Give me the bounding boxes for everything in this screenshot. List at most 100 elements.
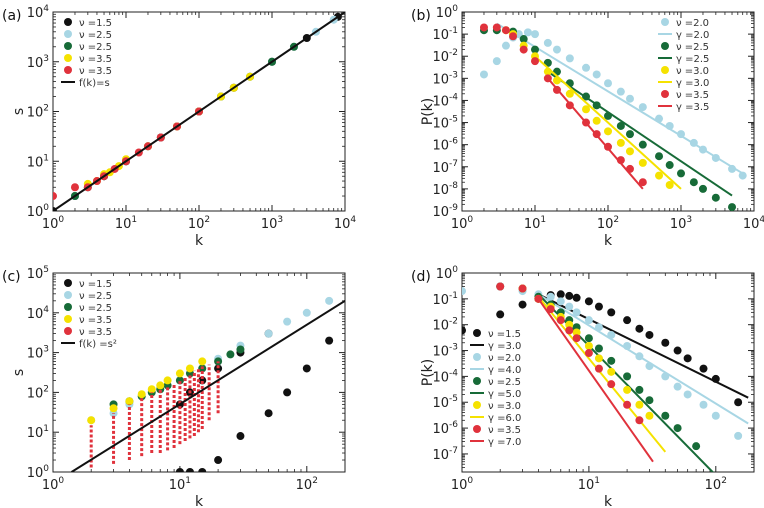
data-point: [543, 38, 552, 47]
data-point: [683, 354, 692, 363]
data-point: [462, 326, 466, 335]
x-tick-label: 102: [188, 215, 210, 232]
data-point: [479, 23, 488, 32]
data-point: [607, 367, 616, 376]
legend-label: γ =6.0: [488, 413, 521, 424]
data-point: [325, 296, 334, 305]
data-point: [565, 326, 574, 335]
data-point: [638, 103, 647, 112]
data-point: [572, 293, 581, 302]
data-point: [565, 320, 574, 329]
legend-dot-marker: [64, 66, 72, 74]
data-point: [556, 316, 565, 325]
data-point: [462, 287, 466, 296]
y-tick-label: 10-6: [432, 137, 458, 154]
data-point: [87, 416, 96, 425]
legend-dot-marker: [64, 315, 72, 323]
data-point: [519, 45, 528, 54]
data-point: [185, 468, 194, 472]
legend-label: ν =2.0: [676, 18, 709, 29]
panel-label: (a): [2, 8, 22, 24]
data-point: [236, 432, 245, 441]
legend-dot-marker: [661, 18, 669, 26]
data-point: [645, 330, 654, 339]
data-point: [661, 411, 670, 420]
y-tick-label: 104: [27, 4, 50, 21]
legend: ν =1.5ν =2.5ν =2.5ν =3.5ν =3.5f(k) =s²: [61, 279, 117, 350]
chart-panel-1: 100 101 102 103 104 100 101 102 103 104 k s (a) ν =1.…: [2, 4, 356, 249]
x-tick-label: 100: [451, 476, 474, 493]
x-tick-label: 100: [42, 476, 65, 493]
data-point: [683, 390, 692, 399]
data-point: [584, 334, 593, 343]
y-tick-label: 102: [27, 104, 49, 121]
data-point: [565, 302, 574, 311]
legend-label: f(k)=s: [79, 78, 110, 89]
data-point: [214, 456, 223, 465]
data-point: [584, 341, 593, 350]
legend-dot-marker: [64, 327, 72, 335]
data-point: [519, 35, 528, 44]
data-point: [302, 308, 311, 317]
plot-area: [479, 22, 747, 211]
data-point: [264, 409, 273, 418]
legend-dot-marker: [64, 279, 72, 287]
data-point: [501, 26, 510, 35]
data-point: [496, 282, 505, 291]
data-point: [236, 345, 245, 354]
data-point: [623, 372, 632, 381]
data-point: [711, 193, 720, 202]
y-tick-label: 10-2: [432, 317, 458, 334]
data-point: [147, 385, 156, 394]
x-tick-label: 101: [524, 215, 546, 232]
legend-label: ν =1.5: [79, 279, 112, 290]
plot-frame: [461, 272, 755, 473]
legend-label: ν =2.5: [79, 291, 112, 302]
legend-label: ν =3.0: [488, 401, 521, 412]
data-point: [175, 468, 184, 472]
data-point: [283, 388, 292, 397]
legend-dot-marker: [64, 30, 72, 38]
legend-dot-marker: [64, 54, 72, 62]
panel-label: (d): [411, 269, 431, 285]
legend-label: ν =2.5: [79, 303, 112, 314]
data-point: [214, 364, 223, 373]
data-point: [198, 357, 207, 366]
legend-label: ν =3.5: [79, 327, 112, 338]
data-point: [125, 397, 134, 406]
legend-label: ν =3.5: [79, 315, 112, 326]
data-point: [698, 184, 707, 193]
data-point: [226, 350, 235, 359]
y-tick-label: 10-3: [432, 343, 458, 360]
data-point: [592, 70, 601, 79]
y-tick-label: 101: [27, 424, 49, 441]
data-point: [623, 316, 632, 325]
data-point: [635, 324, 644, 333]
legend-label: γ =3.0: [488, 341, 521, 352]
data-point: [53, 192, 57, 201]
fit-line: [547, 77, 644, 190]
legend-label: ν =1.5: [79, 18, 112, 29]
y-tick-label: 10-6: [432, 420, 458, 437]
legend-label: γ =7.0: [488, 437, 521, 448]
y-tick-label: 101: [27, 153, 49, 170]
data-point: [638, 178, 647, 187]
data-point: [635, 416, 644, 425]
legend-label: γ =3.0: [676, 78, 709, 89]
data-point: [546, 292, 555, 301]
x-tick-label: 104: [743, 215, 764, 232]
legend-label: ν =2.5: [79, 30, 112, 41]
x-tick-label: 102: [705, 476, 727, 493]
data-point: [673, 424, 682, 433]
y-tick-label: 10-5: [432, 394, 458, 411]
data-point: [592, 116, 601, 125]
y-axis-label: s: [11, 108, 27, 115]
data-point: [604, 79, 612, 88]
legend-label: ν =2.5: [488, 377, 521, 388]
y-tick-label: 100: [27, 464, 50, 481]
panel-label: (b): [411, 8, 431, 24]
legend-dot-marker: [473, 377, 481, 385]
y-axis-label: P(k): [420, 359, 436, 386]
x-axis-label: k: [604, 233, 613, 249]
